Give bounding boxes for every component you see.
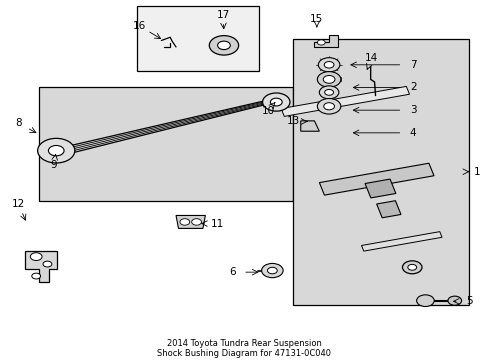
Text: 6: 6: [228, 267, 235, 277]
Polygon shape: [25, 251, 57, 282]
Circle shape: [318, 58, 339, 72]
Circle shape: [32, 273, 41, 279]
Circle shape: [38, 138, 75, 163]
Polygon shape: [300, 121, 319, 131]
Circle shape: [447, 296, 461, 305]
Circle shape: [30, 253, 42, 261]
Text: 2: 2: [409, 82, 416, 93]
Bar: [361, 231, 441, 251]
Circle shape: [267, 267, 277, 274]
Text: 14: 14: [364, 53, 378, 63]
Bar: [364, 179, 395, 198]
Polygon shape: [176, 215, 205, 229]
Circle shape: [323, 103, 334, 110]
Circle shape: [317, 99, 340, 114]
Bar: [137, 6, 259, 71]
Polygon shape: [314, 35, 337, 47]
Text: 13: 13: [286, 117, 300, 126]
Circle shape: [402, 261, 421, 274]
Text: 5: 5: [465, 296, 472, 306]
Circle shape: [324, 89, 333, 95]
Bar: [376, 201, 400, 218]
Circle shape: [191, 219, 201, 225]
Bar: [319, 163, 433, 195]
Circle shape: [180, 219, 189, 225]
Text: 15: 15: [309, 14, 323, 24]
Text: 2014 Toyota Tundra Rear Suspension
Shock Bushing Diagram for 47131-0C040: 2014 Toyota Tundra Rear Suspension Shock…: [157, 339, 331, 358]
Text: 11: 11: [210, 219, 224, 229]
Circle shape: [416, 295, 433, 306]
Text: 8: 8: [15, 118, 22, 128]
Circle shape: [217, 41, 230, 50]
Text: 1: 1: [472, 167, 479, 177]
Text: 16: 16: [132, 21, 146, 31]
Text: 7: 7: [409, 60, 416, 70]
Text: 9: 9: [50, 160, 57, 170]
Text: 10: 10: [261, 106, 274, 116]
Circle shape: [43, 261, 52, 267]
Circle shape: [319, 86, 338, 99]
Text: 4: 4: [409, 128, 416, 138]
Circle shape: [262, 93, 289, 111]
Text: 12: 12: [12, 199, 25, 209]
Circle shape: [261, 264, 283, 278]
Circle shape: [209, 36, 238, 55]
Circle shape: [323, 76, 334, 83]
Circle shape: [48, 145, 64, 156]
Text: 17: 17: [216, 10, 229, 19]
Text: 3: 3: [409, 105, 416, 115]
Bar: [39, 87, 293, 201]
Circle shape: [270, 98, 282, 106]
Circle shape: [407, 264, 416, 270]
Circle shape: [324, 62, 333, 68]
Bar: [281, 86, 408, 116]
Bar: [293, 39, 468, 305]
Bar: [317, 77, 340, 81]
Circle shape: [317, 72, 340, 87]
Circle shape: [317, 40, 325, 45]
